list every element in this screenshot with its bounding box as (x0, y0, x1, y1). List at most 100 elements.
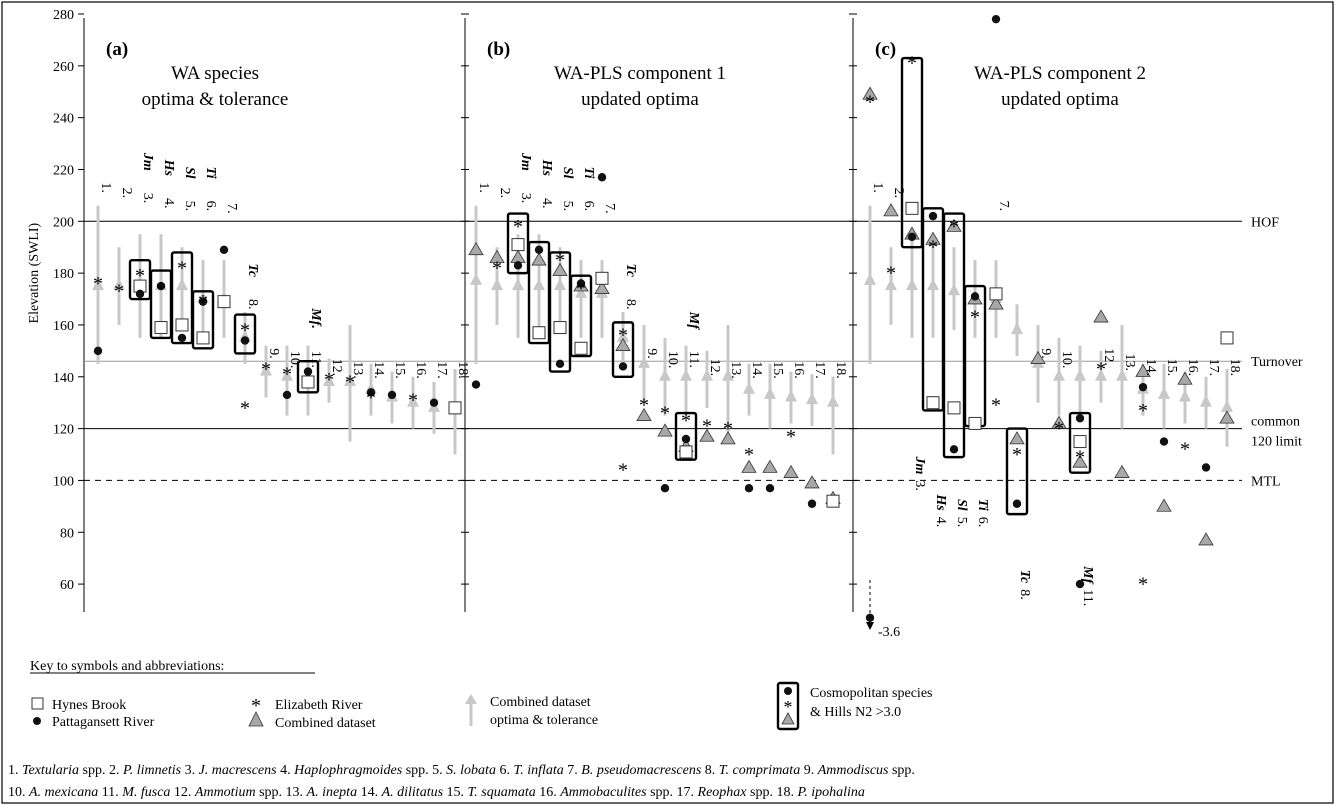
elizabeth-marker: * (555, 250, 565, 272)
y-tick-label: 160 (53, 319, 74, 334)
species-key-name: Ammobaculites (559, 785, 647, 800)
hynes-marker (947, 401, 961, 415)
pattagansett-marker (1075, 579, 1085, 589)
optimum-arrow (176, 278, 188, 291)
pattagansett-marker (555, 359, 565, 369)
elizabeth-marker: * (366, 387, 376, 409)
hynes-marker (448, 401, 462, 415)
combined-marker (1114, 464, 1130, 478)
elizabeth-marker: * (261, 358, 271, 380)
pattagansett-marker (366, 388, 376, 397)
species-number: 13. (728, 361, 743, 379)
optimum-arrow (344, 373, 356, 386)
species-number: 7. (996, 201, 1011, 212)
hynes-marker (511, 238, 525, 252)
legend-cosmo-label: Cosmopolitan species (810, 686, 933, 701)
elizabeth-marker: * (865, 92, 875, 114)
species-key-name: T. squamata (468, 785, 536, 800)
species-key-number: 7. (564, 763, 582, 778)
optimum-arrow (701, 368, 713, 381)
pattagansett-marker (660, 484, 670, 493)
elizabeth-marker: * (907, 53, 917, 75)
optimum-arrow (885, 278, 897, 291)
species-number: 4. (933, 517, 948, 528)
legend-opt-tol-arrow (465, 694, 477, 704)
elizabeth-marker: * (660, 402, 670, 424)
species-number: 4. (539, 198, 554, 209)
elizabeth-marker: * (618, 325, 628, 347)
species-abbreviation: Hs (161, 159, 176, 177)
elizabeth-marker: * (991, 395, 1001, 417)
pattagansett-marker (429, 398, 439, 407)
optimum-arrow (113, 278, 125, 291)
y-tick-label: 60 (60, 578, 74, 593)
species-key-number: 10. (8, 785, 29, 800)
optimum-arrow (470, 272, 482, 285)
hynes-marker (175, 318, 189, 332)
species-number: 17. (1206, 359, 1221, 377)
combined-marker (862, 86, 878, 100)
species-key-number: 12. (170, 785, 195, 800)
optimum-arrow (659, 368, 671, 381)
combined-marker (946, 218, 962, 232)
legend-hynes-swatch (31, 697, 44, 710)
legend-opt-tol-label: Combined dataset (490, 695, 591, 710)
elizabeth-marker: * (240, 397, 250, 419)
optimum-arrow (554, 278, 566, 291)
species-number: 3. (140, 193, 155, 204)
combined-marker (699, 428, 715, 442)
hynes-marker (574, 341, 588, 355)
optimum-arrow (1200, 394, 1212, 407)
species-number: 2. (119, 188, 134, 199)
elizabeth-marker: * (702, 415, 712, 437)
species-number: 3. (518, 193, 533, 204)
species-key-number: 9. (800, 763, 818, 778)
combined-marker (510, 249, 526, 263)
y-tick-label: 220 (53, 163, 74, 178)
elizabeth-marker: * (282, 364, 292, 386)
species-number: 12. (1101, 348, 1116, 366)
species-key-number: 8. (701, 763, 719, 778)
panel-title: updated optima (581, 89, 699, 110)
optimum-arrow (491, 278, 503, 291)
pattagansett-marker (303, 367, 313, 376)
species-key-name: P. limnetis (122, 763, 182, 778)
panel-b: (b) WA-PLS component 1 updated optima * * * * *… (468, 39, 848, 508)
species-abbreviation: Jm (912, 456, 927, 475)
pattagansett-marker (949, 445, 959, 454)
optimum-arrow (92, 278, 104, 291)
combined-marker (925, 231, 941, 245)
reference-label: MTL (1251, 474, 1281, 489)
species-key-suffix: spp. (256, 785, 282, 800)
combined-marker (1219, 410, 1235, 424)
optimum-arrow (806, 392, 818, 405)
species-number: 8. (623, 299, 638, 310)
species-key-line: 10. A. mexicana 11. M. fusca 12. Ammotiu… (8, 785, 865, 800)
elizabeth-marker: * (492, 257, 502, 279)
species-number: 6. (975, 517, 990, 528)
species-abbreviation: Ti (581, 167, 596, 179)
species-number: 3. (912, 480, 927, 491)
species-number: 2. (891, 188, 906, 199)
species-key-number: 17. (673, 785, 698, 800)
optimum-arrow (1053, 368, 1065, 381)
optimum-arrow (1095, 368, 1107, 381)
combined-marker (1030, 350, 1046, 364)
y-tick-label: 280 (53, 8, 74, 23)
species-number: 9. (1038, 348, 1053, 359)
hynes-marker (154, 321, 168, 335)
panel-c: (c) WA-PLS component 2 updated optima * * * * *… (862, 14, 1242, 640)
elizabeth-marker: * (1012, 444, 1022, 466)
hynes-marker (989, 287, 1003, 301)
optimum-arrow (1011, 322, 1023, 335)
elizabeth-marker: * (156, 278, 166, 300)
optimum-arrow (533, 278, 545, 291)
y-tick-label: 120 (53, 423, 74, 438)
cosmopolitan-box (900, 56, 924, 249)
combined-marker (594, 280, 610, 294)
species-number: 1. (870, 182, 885, 193)
reference-label: common (1251, 415, 1300, 430)
combined-marker (988, 296, 1004, 310)
